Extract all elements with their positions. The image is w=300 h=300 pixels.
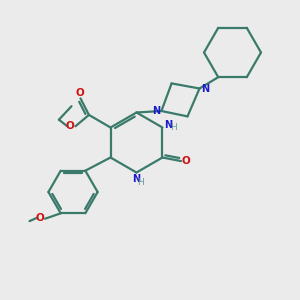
Text: N: N bbox=[164, 120, 172, 130]
Text: N: N bbox=[152, 106, 160, 116]
Text: O: O bbox=[35, 213, 44, 223]
Text: H: H bbox=[170, 123, 177, 132]
Text: N: N bbox=[201, 83, 209, 94]
Text: O: O bbox=[66, 121, 74, 131]
Text: O: O bbox=[76, 88, 84, 98]
Text: H: H bbox=[137, 178, 144, 187]
Text: N: N bbox=[132, 174, 140, 184]
Text: O: O bbox=[182, 156, 190, 166]
